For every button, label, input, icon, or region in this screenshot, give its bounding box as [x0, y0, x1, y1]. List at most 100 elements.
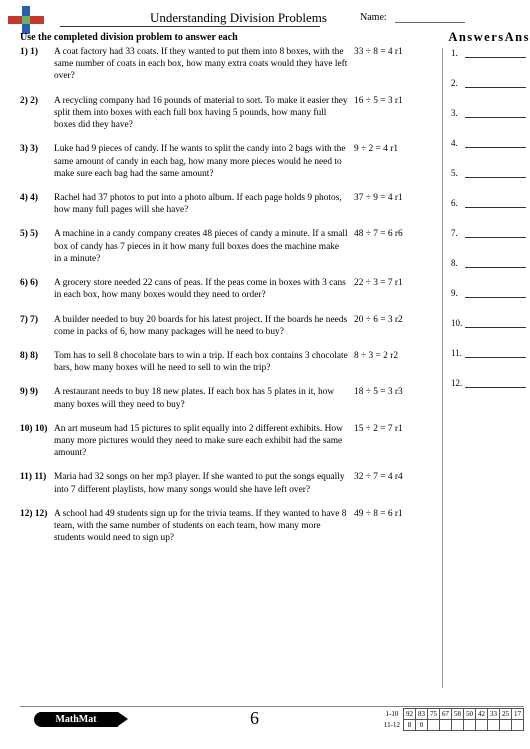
answer-line[interactable]: [465, 318, 526, 328]
answer-slot: 5.: [451, 168, 526, 178]
answer-line[interactable]: [465, 288, 526, 298]
answer-slot: 3.: [451, 108, 526, 118]
problem-number: 10) 10): [20, 423, 54, 460]
problem-equation: 33 ÷ 8 = 4 r1: [354, 46, 440, 83]
key-cell: [488, 720, 500, 731]
key-cell: [464, 720, 476, 731]
problem-number: 12) 12): [20, 508, 54, 545]
answer-line[interactable]: [465, 378, 526, 388]
table-row: 1-10 92 83 75 67 58 50 42 33 25 17: [382, 709, 524, 720]
problem-number: 8) 8): [20, 350, 54, 374]
answer-number: 3.: [451, 108, 465, 118]
problem-equation: 48 ÷ 7 = 6 r6: [354, 228, 440, 265]
answer-line[interactable]: [465, 48, 526, 58]
answer-line[interactable]: [465, 258, 526, 268]
title-underline: [60, 26, 320, 27]
answer-number: 4.: [451, 138, 465, 148]
problem-number: 9) 9): [20, 386, 54, 410]
key-cell: [452, 720, 464, 731]
name-input-line[interactable]: [395, 22, 465, 23]
problem-row: 7) 7) A builder needed to buy 20 boards …: [20, 314, 440, 338]
problem-text: A restaurant needs to buy 18 new plates.…: [54, 386, 354, 410]
page-title: Understanding Division Problems: [150, 10, 327, 26]
problem-equation: 49 ÷ 8 = 6 r1: [354, 508, 440, 545]
name-label: Name:: [360, 12, 387, 23]
problem-row: 4) 4) Rachel had 37 photos to put into a…: [20, 192, 440, 216]
problem-text: A builder needed to buy 20 boards for hi…: [54, 314, 354, 338]
answer-slot: 2.: [451, 78, 526, 88]
problem-row: 9) 9) A restaurant needs to buy 18 new p…: [20, 386, 440, 410]
problem-row: 1) 1) A coat factory had 33 coats. If th…: [20, 46, 440, 83]
problem-text: Maria had 32 songs on her mp3 player. If…: [54, 471, 354, 495]
answer-line[interactable]: [465, 108, 526, 118]
answers-column: 1. 2. 3. 4. 5. 6. 7. 8. 9. 10. 11. 12.: [442, 48, 526, 688]
problems-list: 1) 1) A coat factory had 33 coats. If th…: [20, 46, 440, 557]
answer-line[interactable]: [465, 348, 526, 358]
table-row: 11-12 8 0: [382, 720, 524, 731]
problem-number: 1) 1): [20, 46, 54, 83]
key-cell: [476, 720, 488, 731]
problem-equation: 8 ÷ 3 = 2 r2: [354, 350, 440, 374]
key-cell: [500, 720, 512, 731]
key-cell: 25: [500, 709, 512, 720]
answer-line[interactable]: [465, 198, 526, 208]
answer-number: 10.: [451, 318, 465, 328]
page-number: 6: [250, 708, 259, 729]
score-key-table: 1-10 92 83 75 67 58 50 42 33 25 17 11-12…: [382, 708, 524, 731]
answer-slot: 8.: [451, 258, 526, 268]
answer-number: 12.: [451, 378, 465, 388]
brand-badge: MathMat: [34, 712, 118, 727]
answer-line[interactable]: [465, 78, 526, 88]
key-cell: [428, 720, 440, 731]
worksheet-page: Understanding Division Problems Name: Us…: [0, 0, 530, 749]
answer-line[interactable]: [465, 138, 526, 148]
problem-text: A machine in a candy company creates 48 …: [54, 228, 354, 265]
instruction-text: Use the completed division problem to an…: [20, 32, 238, 43]
footer-divider: [20, 706, 524, 707]
answer-number: 9.: [451, 288, 465, 298]
answers-header: AnswersAns: [448, 30, 530, 45]
answer-line[interactable]: [465, 168, 526, 178]
problem-number: 6) 6): [20, 277, 54, 301]
problem-number: 7) 7): [20, 314, 54, 338]
answer-number: 5.: [451, 168, 465, 178]
problem-row: 2) 2) A recycling company had 16 pounds …: [20, 95, 440, 132]
problem-text: Luke had 9 pieces of candy. If he wants …: [54, 143, 354, 180]
answer-slot: 11.: [451, 348, 526, 358]
answer-line[interactable]: [465, 228, 526, 238]
answer-slot: 12.: [451, 378, 526, 388]
problem-number: 4) 4): [20, 192, 54, 216]
problem-text: A recycling company had 16 pounds of mat…: [54, 95, 354, 132]
problem-equation: 16 ÷ 5 = 3 r1: [354, 95, 440, 132]
key-cell: 67: [440, 709, 452, 720]
key-cell: 50: [464, 709, 476, 720]
problem-row: 12) 12) A school had 49 students sign up…: [20, 508, 440, 545]
problem-equation: 37 ÷ 9 = 4 r1: [354, 192, 440, 216]
answer-number: 11.: [451, 348, 465, 358]
key-cell: 33: [488, 709, 500, 720]
key-cell: 0: [416, 720, 428, 731]
problem-row: 10) 10) An art museum had 15 pictures to…: [20, 423, 440, 460]
answer-slot: 10.: [451, 318, 526, 328]
problem-row: 8) 8) Tom has to sell 8 chocolate bars t…: [20, 350, 440, 374]
key-cell: 17: [512, 709, 524, 720]
problem-row: 3) 3) Luke had 9 pieces of candy. If he …: [20, 143, 440, 180]
problem-equation: 9 ÷ 2 = 4 r1: [354, 143, 440, 180]
problem-row: 6) 6) A grocery store needed 22 cans of …: [20, 277, 440, 301]
problem-equation: 20 ÷ 6 = 3 r2: [354, 314, 440, 338]
problem-equation: 18 ÷ 5 = 3 r3: [354, 386, 440, 410]
problem-text: A school had 49 students sign up for the…: [54, 508, 354, 545]
answer-number: 2.: [451, 78, 465, 88]
key-row-label: 1-10: [382, 709, 404, 720]
answer-slot: 9.: [451, 288, 526, 298]
problem-text: Tom has to sell 8 chocolate bars to win …: [54, 350, 354, 374]
problem-number: 11) 11): [20, 471, 54, 495]
key-cell: [512, 720, 524, 731]
answer-number: 6.: [451, 198, 465, 208]
key-cell: 42: [476, 709, 488, 720]
answer-slot: 4.: [451, 138, 526, 148]
key-cell: [440, 720, 452, 731]
problem-row: 5) 5) A machine in a candy company creat…: [20, 228, 440, 265]
answer-number: 7.: [451, 228, 465, 238]
problem-number: 5) 5): [20, 228, 54, 265]
